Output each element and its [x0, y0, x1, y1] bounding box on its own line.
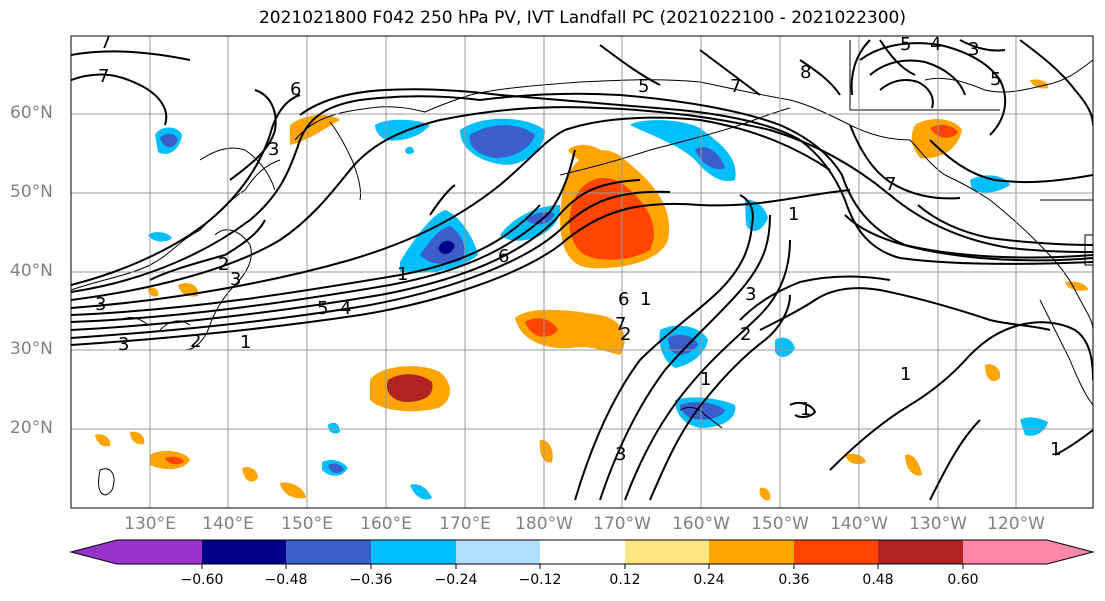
contour-label: 1	[1050, 439, 1061, 460]
colorbar-tick-label: −0.48	[264, 572, 308, 588]
lon-label: 160°W	[672, 514, 730, 534]
colorbar-segment	[540, 540, 625, 564]
contour-labels: 7 7 6 3 6 5 4 3 3 5 7 8 7 5 3 1 2 1 3 2 …	[95, 32, 1061, 465]
contour-label: 2	[190, 331, 201, 352]
contour-label: 6	[498, 246, 509, 267]
contour-label: 1	[788, 204, 799, 225]
contour-label: 3	[615, 444, 626, 465]
contour-label: 5	[638, 76, 649, 97]
colorbar-segment	[286, 540, 371, 564]
colorbar-tick-label: −0.36	[349, 572, 393, 588]
contour-label: 3	[745, 284, 756, 305]
lon-label: 130°W	[909, 514, 967, 534]
colorbar-tick-label: −0.60	[180, 572, 224, 588]
contour-label: 2	[218, 254, 229, 275]
contour-label: 3	[968, 39, 979, 60]
contour-label: 2	[620, 324, 631, 345]
colorbar-segment	[117, 540, 202, 564]
colorbar-segment	[456, 540, 540, 564]
colorbar	[69, 539, 1095, 569]
contour-label: 3	[268, 139, 279, 160]
lon-label: 160°E	[360, 514, 412, 534]
colorbar-extend-high	[1047, 540, 1093, 564]
contour-label: 8	[800, 62, 811, 83]
contour-label: 3	[118, 334, 129, 355]
coastlines	[71, 40, 1093, 496]
colorbar-segment	[625, 540, 709, 564]
lat-label: 20°N	[10, 418, 53, 438]
contour-label: 5	[990, 69, 1001, 90]
contour-label: 4	[930, 34, 941, 55]
colorbar-segment	[963, 540, 1047, 564]
lat-label: 50°N	[10, 182, 53, 202]
contour-label: 6	[618, 289, 629, 310]
lat-label: 60°N	[10, 103, 53, 123]
map-title: 2021021800 F042 250 hPa PV, IVT Landfall…	[258, 8, 906, 28]
contour-label: 7	[98, 66, 109, 87]
lat-label: 40°N	[10, 261, 53, 281]
colorbar-segment	[709, 540, 794, 564]
lon-label: 130°E	[124, 514, 176, 534]
colorbar-tick-label: −0.12	[518, 572, 562, 588]
lat-label: 30°N	[10, 339, 53, 359]
colorbar-tick-label: 0.48	[862, 572, 894, 588]
colorbar-segment	[371, 540, 456, 564]
contour-label: 3	[95, 294, 106, 315]
contour-label: 1	[900, 364, 911, 385]
map-frame	[70, 35, 1094, 509]
contour-label: 2	[740, 324, 751, 345]
contour-label: 1	[640, 289, 651, 310]
contour-label: 7	[615, 314, 626, 335]
contour-label: 6	[290, 79, 301, 100]
lon-label: 180°W	[515, 514, 573, 534]
pv-anomaly-fill	[95, 79, 1088, 501]
colorbar-tick-label: −0.24	[434, 572, 478, 588]
contour-label: 4	[340, 298, 351, 319]
contour-label: 7	[885, 174, 896, 195]
contour-label: 7	[730, 76, 741, 97]
colorbar-tick-label: 0.60	[947, 572, 979, 588]
lon-label: 140°W	[830, 514, 888, 534]
contour-label: 1	[700, 369, 711, 390]
contour-label: 1	[397, 264, 408, 285]
colorbar-tick-label: 0.12	[609, 572, 641, 588]
colorbar-segment	[878, 540, 963, 564]
colorbar-segment	[202, 540, 286, 564]
lon-label: 170°E	[439, 514, 491, 534]
colorbar-tick-label: 0.36	[778, 572, 810, 588]
lon-label: 150°E	[281, 514, 333, 534]
colorbar-tick-label: 0.24	[693, 572, 725, 588]
lon-label: 150°W	[751, 514, 809, 534]
contour-label: 3	[230, 269, 241, 290]
colorbar-extend-low	[71, 540, 117, 564]
lon-label: 120°W	[987, 514, 1045, 534]
colorbar-outline	[69, 539, 1095, 565]
contour-label: 5	[900, 34, 911, 55]
contour-label: 1	[240, 332, 251, 353]
contour-label: 7	[100, 32, 111, 53]
contour-label: 1	[800, 399, 811, 420]
lon-label: 140°E	[202, 514, 254, 534]
lon-label: 170°W	[593, 514, 651, 534]
pv-contours	[71, 39, 1093, 501]
colorbar-segment	[794, 540, 878, 564]
contour-label: 5	[317, 298, 328, 319]
